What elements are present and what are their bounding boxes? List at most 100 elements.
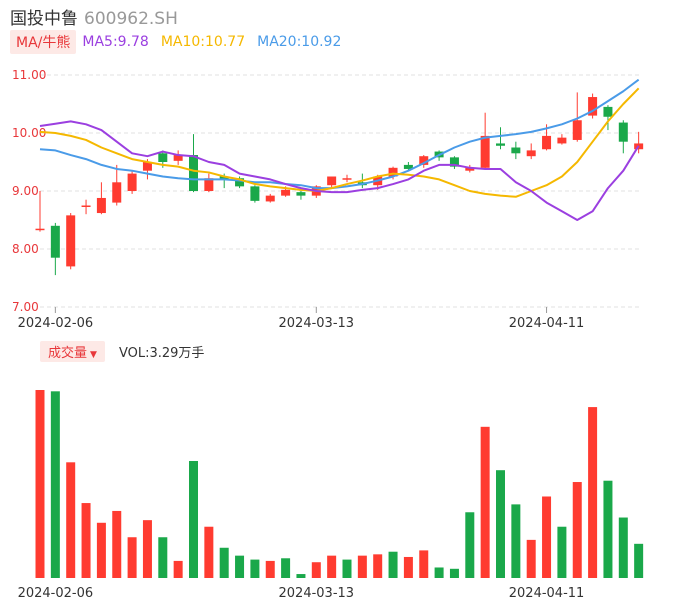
- price-tick-label: 11.00: [12, 68, 46, 82]
- volume-bar: [281, 558, 291, 578]
- volume-bar: [434, 567, 444, 578]
- candle-body: [588, 97, 598, 116]
- candle-body: [142, 162, 152, 171]
- candle-body: [342, 178, 352, 180]
- price-x-tick-label: 2024-02-06: [18, 316, 94, 331]
- candle-body: [127, 173, 137, 191]
- stock-code: 600962.SH: [84, 9, 178, 29]
- ma-mode-button[interactable]: MA/牛熊: [10, 30, 77, 54]
- caret-down-icon: ▼: [90, 349, 97, 360]
- ma5-label: MA5:9.78: [82, 34, 149, 50]
- volume-bar: [96, 522, 106, 578]
- volume-bar: [250, 559, 260, 578]
- volume-bar: [235, 555, 245, 578]
- price-tick-label: 10.00: [12, 126, 46, 140]
- volume-x-tick-label: 2024-03-13: [279, 586, 355, 601]
- volume-bar: [112, 510, 122, 578]
- volume-bar: [311, 562, 321, 578]
- candle-body: [219, 176, 229, 180]
- candle-body: [189, 155, 198, 191]
- volume-bar: [219, 547, 229, 578]
- candle-body: [250, 186, 260, 201]
- stock-name: 国投中鲁: [10, 9, 78, 29]
- volume-value: VOL:3.29万手: [118, 345, 205, 361]
- candle-body: [449, 157, 459, 167]
- volume-bar: [66, 462, 76, 578]
- candle-body: [81, 205, 91, 207]
- volume-bar: [50, 391, 60, 578]
- candle-body: [388, 167, 398, 177]
- volume-bar: [526, 539, 536, 578]
- volume-bar: [572, 482, 582, 578]
- volume-bar: [127, 537, 137, 578]
- volume-bar: [158, 537, 168, 578]
- volume-bar: [496, 470, 505, 578]
- candle-body: [327, 176, 337, 186]
- candle-body: [419, 156, 429, 165]
- candle-body: [66, 215, 76, 267]
- candle-body: [542, 135, 552, 150]
- candle-body: [603, 106, 613, 117]
- volume-bar: [357, 555, 367, 578]
- volume-bar: [419, 550, 429, 578]
- candle-body: [618, 122, 628, 142]
- volume-bar: [511, 504, 521, 578]
- volume-bar: [142, 520, 152, 578]
- volume-bar: [35, 390, 45, 578]
- price-tick-label: 7.00: [12, 300, 39, 314]
- candle-body: [50, 225, 60, 258]
- candle-body: [265, 195, 275, 202]
- volume-bar: [296, 574, 306, 578]
- volume-bar: [403, 556, 413, 578]
- volume-bar: [327, 555, 337, 578]
- candle-body: [526, 150, 536, 157]
- volume-bar: [480, 426, 490, 578]
- candle-body: [35, 228, 45, 231]
- volume-bar: [557, 526, 567, 578]
- volume-bar: [542, 496, 552, 578]
- candle-body: [96, 197, 106, 214]
- candle-body: [296, 192, 306, 196]
- candle-body: [204, 178, 214, 191]
- volume-bar: [342, 559, 352, 578]
- candle-body: [496, 143, 505, 146]
- candle-body: [281, 189, 291, 196]
- volume-bar: [204, 526, 214, 578]
- volume-legend: 成交量 ▼ VOL:3.29万手: [40, 340, 205, 362]
- volume-bar: [189, 460, 198, 578]
- candle-body: [158, 153, 168, 162]
- volume-bar: [465, 512, 475, 578]
- candle-body: [403, 164, 413, 169]
- ma10-label: MA10:10.77: [160, 34, 246, 50]
- volume-x-tick-label: 2024-04-11: [509, 586, 585, 601]
- candle-body: [173, 155, 183, 161]
- price-tick-label: 9.00: [12, 184, 39, 198]
- ma10-line: [39, 87, 640, 198]
- volume-indicator-dropdown[interactable]: 成交量 ▼: [40, 340, 105, 362]
- candle-body: [112, 182, 122, 203]
- candle-body: [465, 167, 475, 171]
- volume-indicator-label: 成交量: [48, 345, 88, 361]
- ma20-line: [39, 78, 640, 190]
- ma-legend: MA/牛熊 MA5:9.78 MA10:10.77 MA20:10.92: [10, 30, 353, 54]
- price-tick-label: 8.00: [12, 242, 39, 256]
- volume-bar: [265, 560, 275, 578]
- volume-bar: [618, 517, 628, 578]
- candle-body: [557, 137, 567, 144]
- price-x-tick-label: 2024-03-13: [279, 316, 355, 331]
- volume-bar: [81, 503, 91, 578]
- ma5-line: [39, 120, 640, 221]
- volume-bar: [588, 407, 598, 578]
- ma20-label: MA20:10.92: [257, 34, 342, 50]
- volume-bar: [634, 543, 644, 578]
- candle-body: [480, 135, 490, 168]
- candle-body: [235, 178, 245, 187]
- volume-bar: [173, 560, 183, 578]
- stock-title: 国投中鲁 600962.SH: [10, 4, 178, 29]
- price-x-tick-label: 2024-04-11: [509, 316, 585, 331]
- volume-x-tick-label: 2024-02-06: [18, 586, 94, 601]
- candle-body: [572, 120, 582, 140]
- volume-bar: [449, 568, 459, 578]
- volume-bar: [388, 551, 398, 578]
